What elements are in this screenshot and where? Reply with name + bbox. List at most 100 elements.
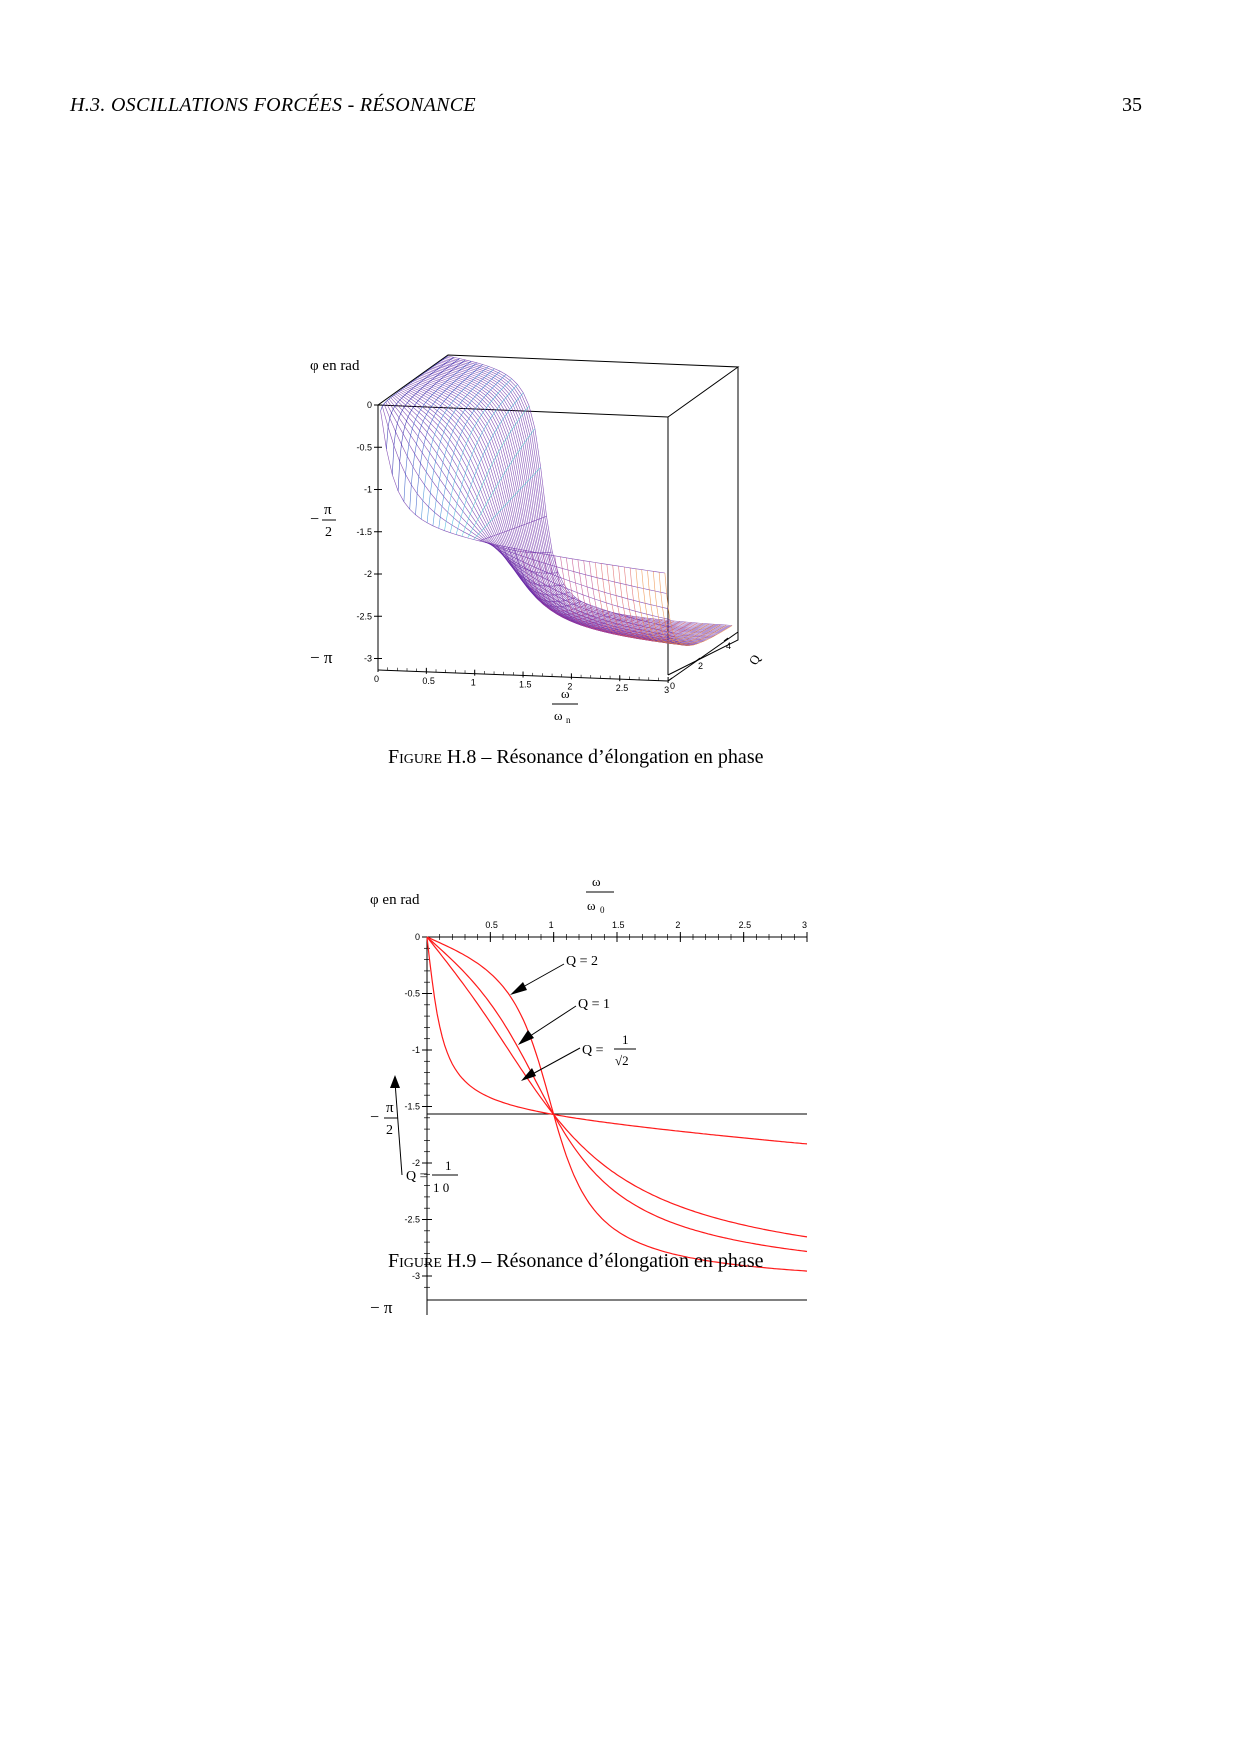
surface-y-axis-label: Q <box>746 651 764 667</box>
y-tick-label: -2.5 <box>404 1215 420 1225</box>
surface-x-label-sub: n <box>566 715 571 725</box>
chart-pi-half-den: 2 <box>386 1123 393 1138</box>
mesh-line-w <box>444 378 512 531</box>
mesh-line-w <box>658 572 727 646</box>
z-tick-label: 0 <box>367 400 372 410</box>
mesh-line-w <box>629 567 698 642</box>
x-tick-label: 1 <box>471 678 476 688</box>
mesh-line-w <box>485 542 553 554</box>
y-tick-label: 4 <box>726 641 731 651</box>
mesh-line-q <box>415 378 701 643</box>
mesh-line-w <box>496 544 564 587</box>
chart-x-label-den: ω <box>587 898 596 913</box>
y-tick-label: -1 <box>412 1045 420 1055</box>
surface-x-label-num: ω <box>561 686 570 701</box>
y-tick-mark <box>723 637 729 642</box>
x-tick-label: 0.5 <box>422 676 435 686</box>
x-tick-label: 3 <box>664 685 669 695</box>
surface-pi-half-den: 2 <box>325 525 332 540</box>
y-tick-label: 2 <box>698 661 703 671</box>
x-tick-label: 3 <box>802 920 807 930</box>
mesh-line-w <box>653 571 721 645</box>
chart-minus-pi-label: − π <box>370 1298 393 1317</box>
chart-x-label-sub: 0 <box>600 905 605 915</box>
x-tick-label: 2.5 <box>739 920 752 930</box>
mesh-line-w <box>380 355 448 412</box>
mesh-line-w <box>386 357 454 449</box>
mesh-line-w <box>508 547 576 602</box>
page-number: 35 <box>1122 94 1142 116</box>
mesh-line-w <box>566 557 634 630</box>
mesh-line-q <box>444 358 729 628</box>
series-line-2 <box>426 936 808 1253</box>
y-tick-mark <box>667 677 673 682</box>
mesh-line-q <box>427 370 713 638</box>
mesh-line-q <box>419 376 704 642</box>
mesh-line-q <box>382 406 667 594</box>
annotation-q2: Q = 2 <box>510 954 598 995</box>
chart-y-axis-label: φ en rad <box>370 892 420 908</box>
z-tick-label: -2 <box>364 569 372 579</box>
figure-h8-caption-label: Figure H.8 <box>388 746 477 768</box>
mesh-line-q <box>432 366 718 635</box>
chart-x-label-num: ω <box>592 874 601 889</box>
annotation-qsqrt2-prefix: Q = <box>582 1043 604 1058</box>
chart-minus-sign: − <box>370 1109 379 1126</box>
annotation-q1: Q = 1 <box>518 997 610 1045</box>
annotation-q10: Q = 1 1 0 <box>390 1075 458 1195</box>
z-tick-label: -0.5 <box>356 442 372 452</box>
mesh-line-q <box>424 372 709 640</box>
annotation-q10-num: 1 <box>445 1158 452 1173</box>
mesh-line-w <box>426 368 495 523</box>
mesh-line-w <box>583 560 652 634</box>
mesh-line-w <box>450 384 518 533</box>
x-tick-label: 0 <box>374 674 379 684</box>
x-tick-label: 2.5 <box>616 683 629 693</box>
x-tick-label: 2 <box>567 681 572 691</box>
mesh-line-w <box>612 565 681 639</box>
annotation-qsqrt2-den: √2 <box>615 1053 629 1068</box>
annotation-q10-prefix: Q = <box>406 1169 428 1184</box>
mesh-line-w <box>467 428 536 539</box>
z-tick-label: -2.5 <box>356 611 372 621</box>
chart-curves <box>426 936 808 1272</box>
mesh-line-w <box>409 362 478 510</box>
mesh-line-q <box>390 397 676 637</box>
mesh-line-w <box>635 568 704 643</box>
mesh-line-w <box>571 558 640 631</box>
surface-y-ticks: 0 2 4 <box>667 637 731 691</box>
mesh-line-q <box>429 369 714 637</box>
mesh-line-w <box>461 405 530 537</box>
mesh-line-q <box>380 410 665 574</box>
figure-h9-line-chart: 0.5 1 1.5 2 2.5 3 0 -0.5 -1 -1.5 -2 -2.5 -3 φ en ra… <box>370 874 808 1317</box>
y-tick-label: -3 <box>412 1271 420 1281</box>
figure-h8-caption: Figure H.8 – Résonance d’élongation en p… <box>388 746 763 769</box>
surface-x-ticks: 0 0.5 1 1.5 2 2.5 3 <box>374 666 669 695</box>
mesh-line-q <box>430 367 716 636</box>
x-tick-label: 1.5 <box>612 920 625 930</box>
surface-minus-sign: − <box>310 511 319 528</box>
mesh-line-q <box>422 373 707 641</box>
mesh-line-w <box>473 467 541 540</box>
series-line-1 <box>426 936 808 1272</box>
x-tick-label: 0.5 <box>485 920 498 930</box>
mesh-line-q <box>412 381 697 645</box>
surface-z-ticks: 0 -0.5 -1 -1.5 -2 -2.5 -3 <box>356 400 382 664</box>
figure-h8-surface-plot: 0 -0.5 -1 -1.5 -2 -2.5 -3 0 0.5 1 1.5 2 2.5 3 0 2 4 φ … <box>310 354 764 725</box>
mesh-line-q <box>439 361 724 631</box>
mesh-line-w <box>641 569 710 643</box>
mesh-line-q <box>436 364 721 633</box>
mesh-line-q <box>420 375 706 641</box>
mesh-line-w <box>560 556 628 629</box>
mesh-line-w <box>392 358 460 475</box>
z-tick-label: -3 <box>364 654 372 664</box>
mesh-line-w <box>415 364 483 515</box>
figure-h9-caption: Figure H.9 – Résonance d’élongation en p… <box>388 1250 763 1273</box>
y-tick-label: -1.5 <box>404 1102 420 1112</box>
mesh-line-q <box>447 355 733 626</box>
chart-pi-half-num: π <box>386 1100 394 1116</box>
mesh-line-w <box>618 566 686 640</box>
x-tick-label: 2 <box>675 920 680 930</box>
mesh-line-w <box>432 370 501 526</box>
mesh-line-w <box>606 564 675 638</box>
